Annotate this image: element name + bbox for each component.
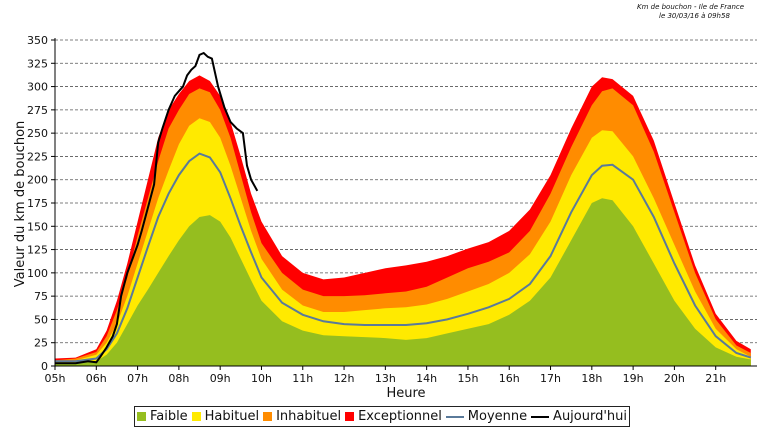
header-title: Km de bouchon - Ile de France <box>637 3 745 11</box>
legend-item: Inhabituel <box>263 409 341 424</box>
x-tick-label: 18h <box>581 372 602 385</box>
legend-item: Faible <box>136 409 188 424</box>
legend-swatch <box>345 412 355 421</box>
x-tick-label: 17h <box>540 372 561 385</box>
legend-swatch <box>445 415 464 418</box>
y-tick-label: 25 <box>34 337 48 350</box>
x-tick-label: 09h <box>210 372 231 385</box>
axes: 0 25 50 75 100 125 150 175 200 225 250 275 300 325 350… <box>27 34 757 385</box>
x-tick-label: 06h <box>86 372 107 385</box>
y-tick-label: 200 <box>27 174 48 187</box>
x-tick-label: 10h <box>251 372 272 385</box>
legend-label: Habituel <box>204 409 260 424</box>
x-axis-label: Heure <box>386 386 425 401</box>
legend-item: Habituel <box>191 409 260 424</box>
x-tick-label: 21h <box>705 372 726 385</box>
legend-swatch <box>531 415 550 418</box>
y-tick-label: 300 <box>27 81 48 94</box>
legend-label: Exceptionnel <box>358 409 442 424</box>
legend-item: Moyenne <box>445 409 528 424</box>
y-tick-label: 50 <box>34 313 48 326</box>
x-tick-label: 15h <box>457 372 478 385</box>
x-tick-label: 19h <box>623 372 644 385</box>
legend-label: Faible <box>149 409 188 424</box>
x-tick-label: 16h <box>499 372 520 385</box>
y-tick-label: 250 <box>27 127 48 140</box>
line-moyenne <box>55 152 752 363</box>
y-tick-label: 150 <box>27 220 48 233</box>
legend-swatch <box>191 412 201 421</box>
legend-swatch <box>263 412 273 421</box>
y-tick-label: 125 <box>27 244 48 257</box>
y-tick-label: 175 <box>27 197 48 210</box>
legend-label: Inhabituel <box>276 409 342 424</box>
x-tick-label: 12h <box>334 372 355 385</box>
band-areas <box>55 75 751 367</box>
legend-label: Moyenne <box>467 409 528 424</box>
x-tick-label: 13h <box>375 372 396 385</box>
y-tick-label: 275 <box>27 104 48 117</box>
y-tick-label: 325 <box>27 57 48 70</box>
legend-item: Aujourd'hui <box>531 409 627 424</box>
traffic-chart: 0 25 50 75 100 125 150 175 200 225 250 275 300 325 350… <box>13 34 757 401</box>
band-faible <box>55 198 751 366</box>
y-axis-label: Valeur du km de bouchon <box>13 121 28 288</box>
y-tick-label: 350 <box>27 34 48 47</box>
x-tick-label: 05h <box>45 372 66 385</box>
legend-label: Aujourd'hui <box>553 409 628 424</box>
y-tick-label: 0 <box>41 360 48 373</box>
x-tick-label: 08h <box>168 372 189 385</box>
x-tick-label: 20h <box>664 372 685 385</box>
legend-item: Exceptionnel <box>345 409 442 424</box>
legend-swatch <box>136 412 146 421</box>
chart-legend: Faible Habituel Inhabituel Exceptionnel Moye… <box>134 406 630 427</box>
y-tick-label: 225 <box>27 150 48 163</box>
x-tick-label: 14h <box>416 372 437 385</box>
y-tick-label: 100 <box>27 267 48 280</box>
y-tick-label: 75 <box>34 290 48 303</box>
series-lines <box>55 51 752 365</box>
header-timestamp: le 30/03/16 à 09h58 <box>659 12 730 20</box>
x-tick-label: 11h <box>292 372 313 385</box>
x-tick-label: 07h <box>127 372 148 385</box>
line-aujourd-hui <box>55 51 259 365</box>
